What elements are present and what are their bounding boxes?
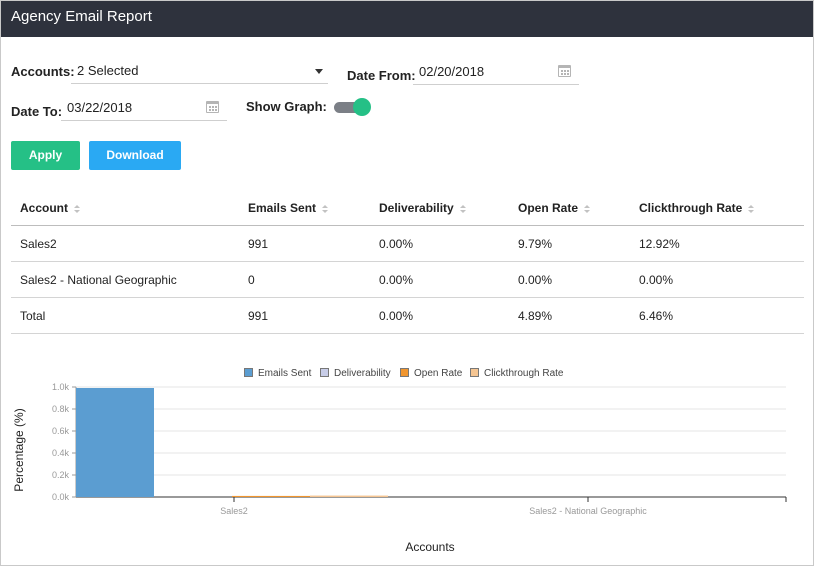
legend-label: Deliverability	[334, 368, 391, 379]
sort-icon[interactable]	[459, 204, 466, 213]
download-button[interactable]: Download	[89, 141, 181, 170]
cell-emails-sent: 991	[248, 309, 269, 323]
y-tick-label: 1.0k	[52, 382, 70, 392]
bar-chart: 0.0k 0.2k 0.4k 0.6k 0.8k 1.0k Sales2 Sales2 - N…	[12, 382, 787, 554]
column-header-clickthrough-rate[interactable]: Clickthrough Rate	[639, 201, 755, 215]
show-graph-toggle[interactable]	[334, 97, 372, 117]
y-tick-label: 0.0k	[52, 492, 70, 502]
accounts-label: Accounts:	[11, 64, 75, 79]
cell-emails-sent: 991	[248, 237, 269, 251]
toggle-knob	[353, 98, 371, 116]
y-tick-label: 0.2k	[52, 470, 70, 480]
y-tick-label: 0.6k	[52, 426, 70, 436]
cell-open-rate: 0.00%	[518, 273, 553, 287]
legend-swatch	[244, 368, 253, 377]
column-header-emails-sent[interactable]: Emails Sent	[248, 201, 329, 215]
cell-clickthrough-rate: 12.92%	[639, 237, 680, 251]
report-table: Account Emails Sent Deliverability Open …	[11, 191, 804, 334]
y-axis-label: Percentage (%)	[12, 408, 26, 491]
cell-open-rate: 4.89%	[518, 309, 553, 323]
sort-icon[interactable]	[322, 204, 329, 213]
cell-emails-sent: 0	[248, 273, 255, 287]
sort-icon[interactable]	[584, 204, 591, 213]
column-header-account[interactable]: Account	[20, 201, 80, 215]
column-header-label: Open Rate	[518, 201, 579, 215]
calendar-icon[interactable]	[558, 65, 571, 77]
y-tick-label: 0.4k	[52, 448, 70, 458]
bar-open-rate	[232, 495, 310, 497]
accounts-select-value: 2 Selected	[77, 63, 139, 78]
date-from-value: 02/20/2018	[419, 64, 485, 79]
x-axis-label: Accounts	[405, 540, 454, 554]
legend-item-open-rate[interactable]: Open Rate	[400, 368, 462, 379]
legend-label: Clickthrough Rate	[484, 368, 564, 379]
y-tick-label: 0.8k	[52, 404, 70, 414]
cell-clickthrough-rate: 0.00%	[639, 273, 674, 287]
date-to-label: Date To:	[11, 104, 63, 119]
sort-icon[interactable]	[748, 204, 755, 213]
apply-button[interactable]: Apply	[11, 141, 80, 170]
bar-emails-sent	[76, 387, 154, 497]
column-header-label: Account	[20, 201, 68, 215]
legend-swatch	[400, 368, 409, 377]
chevron-down-icon	[315, 69, 323, 74]
legend-label: Open Rate	[414, 368, 463, 379]
sort-icon[interactable]	[74, 204, 80, 213]
table-row: Sales2 991 0.00% 9.79% 12.92%	[11, 226, 804, 262]
date-to-value: 03/22/2018	[67, 100, 133, 115]
cell-open-rate: 9.79%	[518, 237, 553, 251]
table-header-row: Account Emails Sent Deliverability Open …	[11, 191, 804, 226]
cell-account: Total	[20, 309, 46, 323]
date-from-label: Date From:	[347, 68, 416, 83]
table-total-row: Total 991 0.00% 4.89% 6.46%	[11, 298, 804, 334]
x-tick-label: Sales2 - National Geographic	[529, 506, 647, 516]
show-graph-label: Show Graph:	[246, 99, 327, 114]
cell-account: Sales2 - National Geographic	[20, 273, 177, 287]
cell-deliverability: 0.00%	[379, 273, 414, 287]
calendar-icon[interactable]	[206, 101, 219, 113]
legend-swatch	[320, 368, 329, 377]
column-header-label: Deliverability	[379, 201, 454, 215]
legend-label: Emails Sent	[258, 368, 312, 379]
cell-account: Sales2	[20, 237, 57, 251]
cell-clickthrough-rate: 6.46%	[639, 309, 674, 323]
date-from-input[interactable]: 02/20/2018	[413, 59, 579, 85]
title-bar: Agency Email Report	[1, 1, 813, 37]
window-title: Agency Email Report	[11, 8, 152, 25]
cell-deliverability: 0.00%	[379, 237, 414, 251]
cell-deliverability: 0.00%	[379, 309, 414, 323]
legend-item-clickthrough-rate[interactable]: Clickthrough Rate	[470, 368, 563, 379]
column-header-deliverability[interactable]: Deliverability	[379, 201, 466, 215]
column-header-label: Clickthrough Rate	[639, 201, 743, 215]
toggle-track	[334, 102, 366, 113]
x-tick-label: Sales2	[220, 506, 248, 516]
legend-swatch	[470, 368, 479, 377]
table-row: Sales2 - National Geographic 0 0.00% 0.0…	[11, 262, 804, 298]
column-header-open-rate[interactable]: Open Rate	[518, 201, 591, 215]
accounts-select[interactable]: 2 Selected	[71, 58, 328, 84]
date-to-input[interactable]: 03/22/2018	[61, 95, 227, 121]
bar-clickthrough-rate	[310, 495, 388, 497]
legend-item-emails-sent[interactable]: Emails Sent	[244, 368, 311, 379]
legend-item-deliverability[interactable]: Deliverability	[320, 368, 391, 379]
column-header-label: Emails Sent	[248, 201, 317, 215]
